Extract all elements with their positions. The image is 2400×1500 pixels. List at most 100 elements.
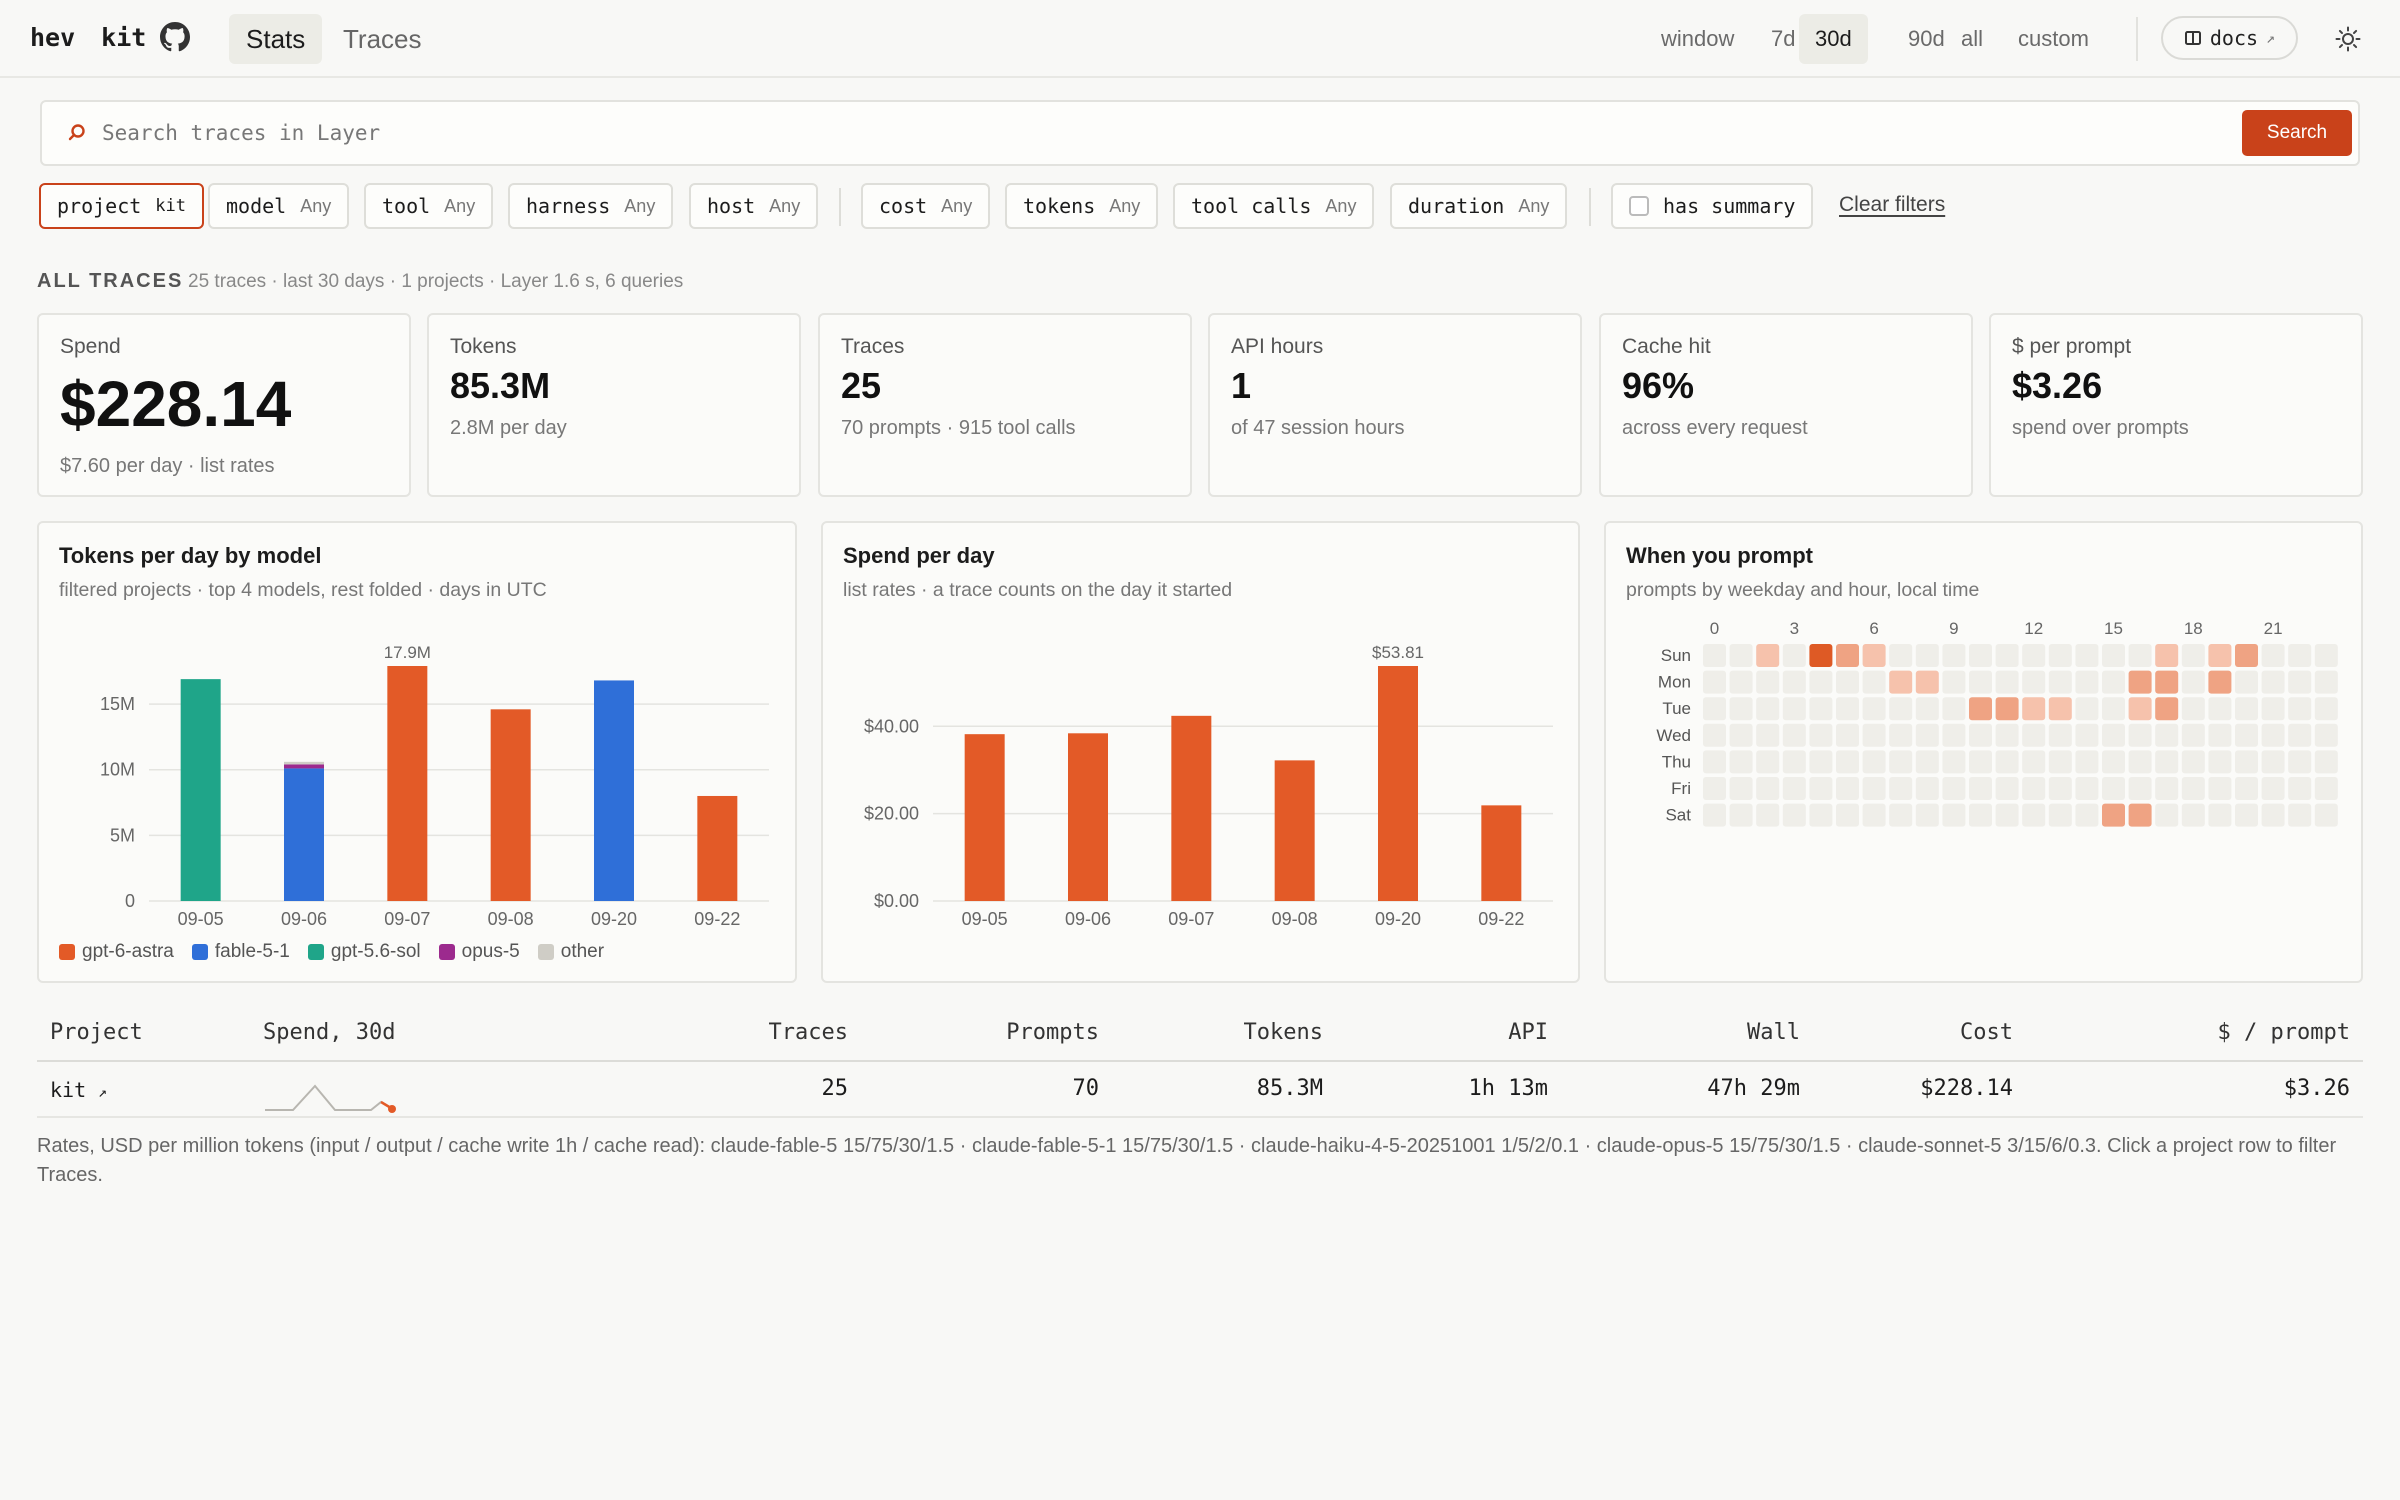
heatmap-cell: [1942, 777, 1966, 800]
col-project[interactable]: Project: [50, 1020, 143, 1045]
bar: [1068, 733, 1108, 901]
heatmap-cell: [2128, 750, 2152, 774]
spend-chart: $0.00 $20.00 $40.00 09-05 09-06 09-07 09-08 09-…: [864, 643, 1553, 929]
table-row[interactable]: [37, 1062, 2363, 1118]
hour-tick-label: 0: [1710, 619, 1719, 638]
col-api[interactable]: API: [1508, 1020, 1548, 1045]
heatmap-cell: [1969, 644, 1992, 667]
filter-cost[interactable]: cost Any: [861, 183, 991, 229]
window-30d[interactable]: 30d: [1799, 14, 1868, 64]
heatmap-cell: [2288, 803, 2312, 827]
x-tick-label: 09-08: [488, 909, 534, 929]
search-bar[interactable]: Search traces in Layer Search: [40, 100, 2360, 166]
heatmap-cell: [2102, 777, 2125, 800]
window-custom[interactable]: custom: [2018, 26, 2089, 51]
heatmap-cell: [1729, 803, 1753, 827]
heatmap-cell: [1782, 697, 1806, 721]
heatmap-cell: [2155, 697, 2179, 721]
brand[interactable]: hev kit: [30, 22, 191, 52]
filter-project-value: kit: [155, 196, 187, 216]
heatmap-cell: [2288, 723, 2312, 747]
heatmap-cell: [2208, 803, 2232, 827]
window-7d[interactable]: 7d: [1771, 26, 1796, 51]
has-summary-checkbox[interactable]: [1629, 196, 1649, 216]
col-cost[interactable]: Cost: [1960, 1020, 2013, 1045]
heatmap-cell: [2155, 644, 2179, 667]
heatmap-cell: [1915, 670, 1939, 694]
heatmap-cell: [1729, 750, 1753, 774]
clear-filters-link[interactable]: Clear filters: [1839, 193, 1946, 216]
filter-tokens[interactable]: tokens Any: [1005, 183, 1159, 229]
heatmap-cell: [2075, 777, 2099, 800]
hour-tick-label: 6: [1869, 619, 1878, 638]
heatmap-cell: [2155, 777, 2179, 800]
search-input[interactable]: Search traces in Layer: [102, 121, 381, 145]
col-traces[interactable]: Traces: [768, 1020, 848, 1045]
search-button[interactable]: Search: [2242, 110, 2352, 156]
github-icon[interactable]: [160, 22, 191, 52]
col-per-prompt[interactable]: $ / prompt: [2217, 1020, 2350, 1045]
bar-gpt-6-astra: [387, 666, 428, 901]
heatmap-cell: [1809, 750, 1833, 774]
heatmap-cell: [1756, 750, 1780, 774]
heatmap-cell: [1703, 697, 1726, 721]
filter-has-summary[interactable]: has summary: [1611, 183, 1814, 229]
heatmap-cell: [1836, 670, 1859, 694]
docs-label: docs: [2209, 26, 2259, 50]
heatmap-cell: [1703, 803, 1726, 827]
heatmap-cell: [1995, 803, 2019, 827]
window-90d[interactable]: 90d: [1908, 26, 1945, 51]
project-name[interactable]: kit ↗: [50, 1078, 108, 1102]
heatmap-cell: [2314, 670, 2338, 694]
filter-duration[interactable]: duration Any: [1390, 183, 1568, 229]
heatmap-cell: [2208, 777, 2232, 800]
heatmap-cell: [2261, 750, 2285, 774]
col-tokens[interactable]: Tokens: [1243, 1020, 1323, 1045]
x-tick-label: 09-07: [1168, 909, 1214, 929]
legend-label: fable-5-1: [214, 941, 290, 962]
heatmap-cell: [2102, 723, 2125, 747]
heatmap-cell: [1782, 670, 1806, 694]
heatmap-cell: [1942, 697, 1966, 721]
heatmap-cell: [2075, 670, 2099, 694]
tab-traces[interactable]: Traces: [343, 24, 422, 54]
col-prompts[interactable]: Prompts: [1006, 1020, 1099, 1045]
legend-swatch: [191, 944, 208, 960]
heatmap-cell: [1942, 670, 1966, 694]
heatmap-cell: [2022, 670, 2046, 694]
heatmap-cell: [1942, 750, 1966, 774]
heatmap-cell: [1915, 777, 1939, 800]
heatmap-cell: [1995, 750, 2019, 774]
window-all[interactable]: all: [1961, 26, 1984, 51]
filter-tool[interactable]: tool Any: [364, 183, 494, 229]
prompt-heatmap-panel: When you prompt prompts by weekday and h…: [1604, 521, 2363, 983]
heatmap-cell: [1729, 670, 1753, 694]
heatmap-cell: [1915, 723, 1939, 747]
filter-harness[interactable]: harness Any: [508, 183, 674, 229]
filter-tool-calls[interactable]: tool calls Any: [1173, 183, 1375, 229]
docs-button[interactable]: docs ↗: [2161, 16, 2298, 60]
heatmap-cell: [2261, 697, 2285, 721]
legend-label: gpt-5.6-sol: [330, 941, 421, 962]
heatmap-cell: [1756, 697, 1780, 721]
weekday-label: Tue: [1662, 699, 1691, 718]
heatmap-cell: [1915, 697, 1939, 721]
filter-project[interactable]: project kit: [39, 183, 205, 229]
legend-label: other: [560, 941, 605, 962]
col-spend[interactable]: Spend, 30d: [263, 1020, 396, 1045]
card-cache-hit: Cache hit 96% across every request: [1599, 313, 1973, 497]
col-wall[interactable]: Wall: [1747, 1020, 1800, 1045]
filter-model[interactable]: model Any: [208, 183, 350, 229]
heatmap-cell: [2261, 670, 2285, 694]
external-link-icon: ↗: [2266, 29, 2276, 47]
heatmap-cell: [1836, 723, 1859, 747]
heatmap-cell: [2208, 750, 2232, 774]
chart-title: When you prompt: [1626, 543, 1813, 568]
theme-toggle-sun-icon[interactable]: [2335, 26, 2361, 52]
heatmap-cell: [1809, 723, 1833, 747]
filter-host[interactable]: host Any: [689, 183, 819, 229]
heatmap-cell: [1969, 777, 1992, 800]
x-tick-label: 09-06: [281, 909, 327, 929]
tab-stats[interactable]: Stats: [229, 14, 323, 64]
heatmap-cell: [1889, 670, 1913, 694]
